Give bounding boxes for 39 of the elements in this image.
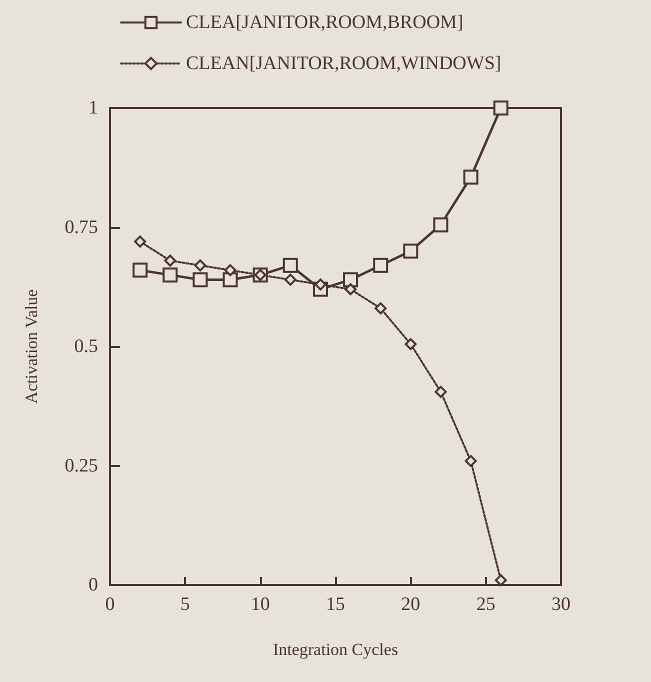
point — [282, 258, 298, 273]
point — [134, 236, 146, 248]
x-tick-label: 30 — [552, 594, 570, 615]
point — [314, 278, 326, 290]
x-tick-label: 0 — [105, 594, 115, 615]
point — [222, 272, 238, 288]
y-tick-label: 0.25 — [64, 455, 98, 476]
point — [373, 258, 388, 273]
x-tick-label: 15 — [326, 594, 345, 615]
point — [464, 454, 477, 467]
point — [403, 244, 418, 259]
point — [284, 274, 296, 286]
y-axis-title: Activation Value — [22, 289, 41, 404]
y-tick-label: 1 — [88, 98, 98, 118]
point — [433, 217, 448, 232]
x-tick-label: 10 — [250, 594, 270, 615]
point — [194, 259, 206, 272]
point — [493, 100, 508, 116]
y-tick-label: 0 — [88, 574, 98, 596]
point — [132, 262, 148, 278]
point — [192, 272, 208, 288]
point — [374, 302, 387, 314]
point — [494, 574, 507, 586]
x-axis-title: Integration Cycles — [272, 640, 398, 659]
point — [343, 272, 358, 288]
y-tick-label: 0.75 — [64, 216, 98, 238]
legend-label: CLEA[JANITOR,ROOM,BROOM] — [186, 12, 464, 33]
x-tick-label: 5 — [180, 594, 190, 615]
point — [344, 283, 357, 296]
point — [434, 386, 447, 398]
y-tick-label: 0.5 — [74, 336, 98, 357]
point — [463, 170, 478, 185]
point — [164, 254, 176, 267]
point — [224, 264, 236, 276]
point — [404, 338, 417, 350]
legend-label: CLEAN[JANITOR,ROOM,WINDOWS] — [186, 53, 502, 74]
x-tick-label: 25 — [476, 594, 496, 615]
x-tick-label: 20 — [401, 594, 420, 615]
point — [162, 267, 178, 282]
